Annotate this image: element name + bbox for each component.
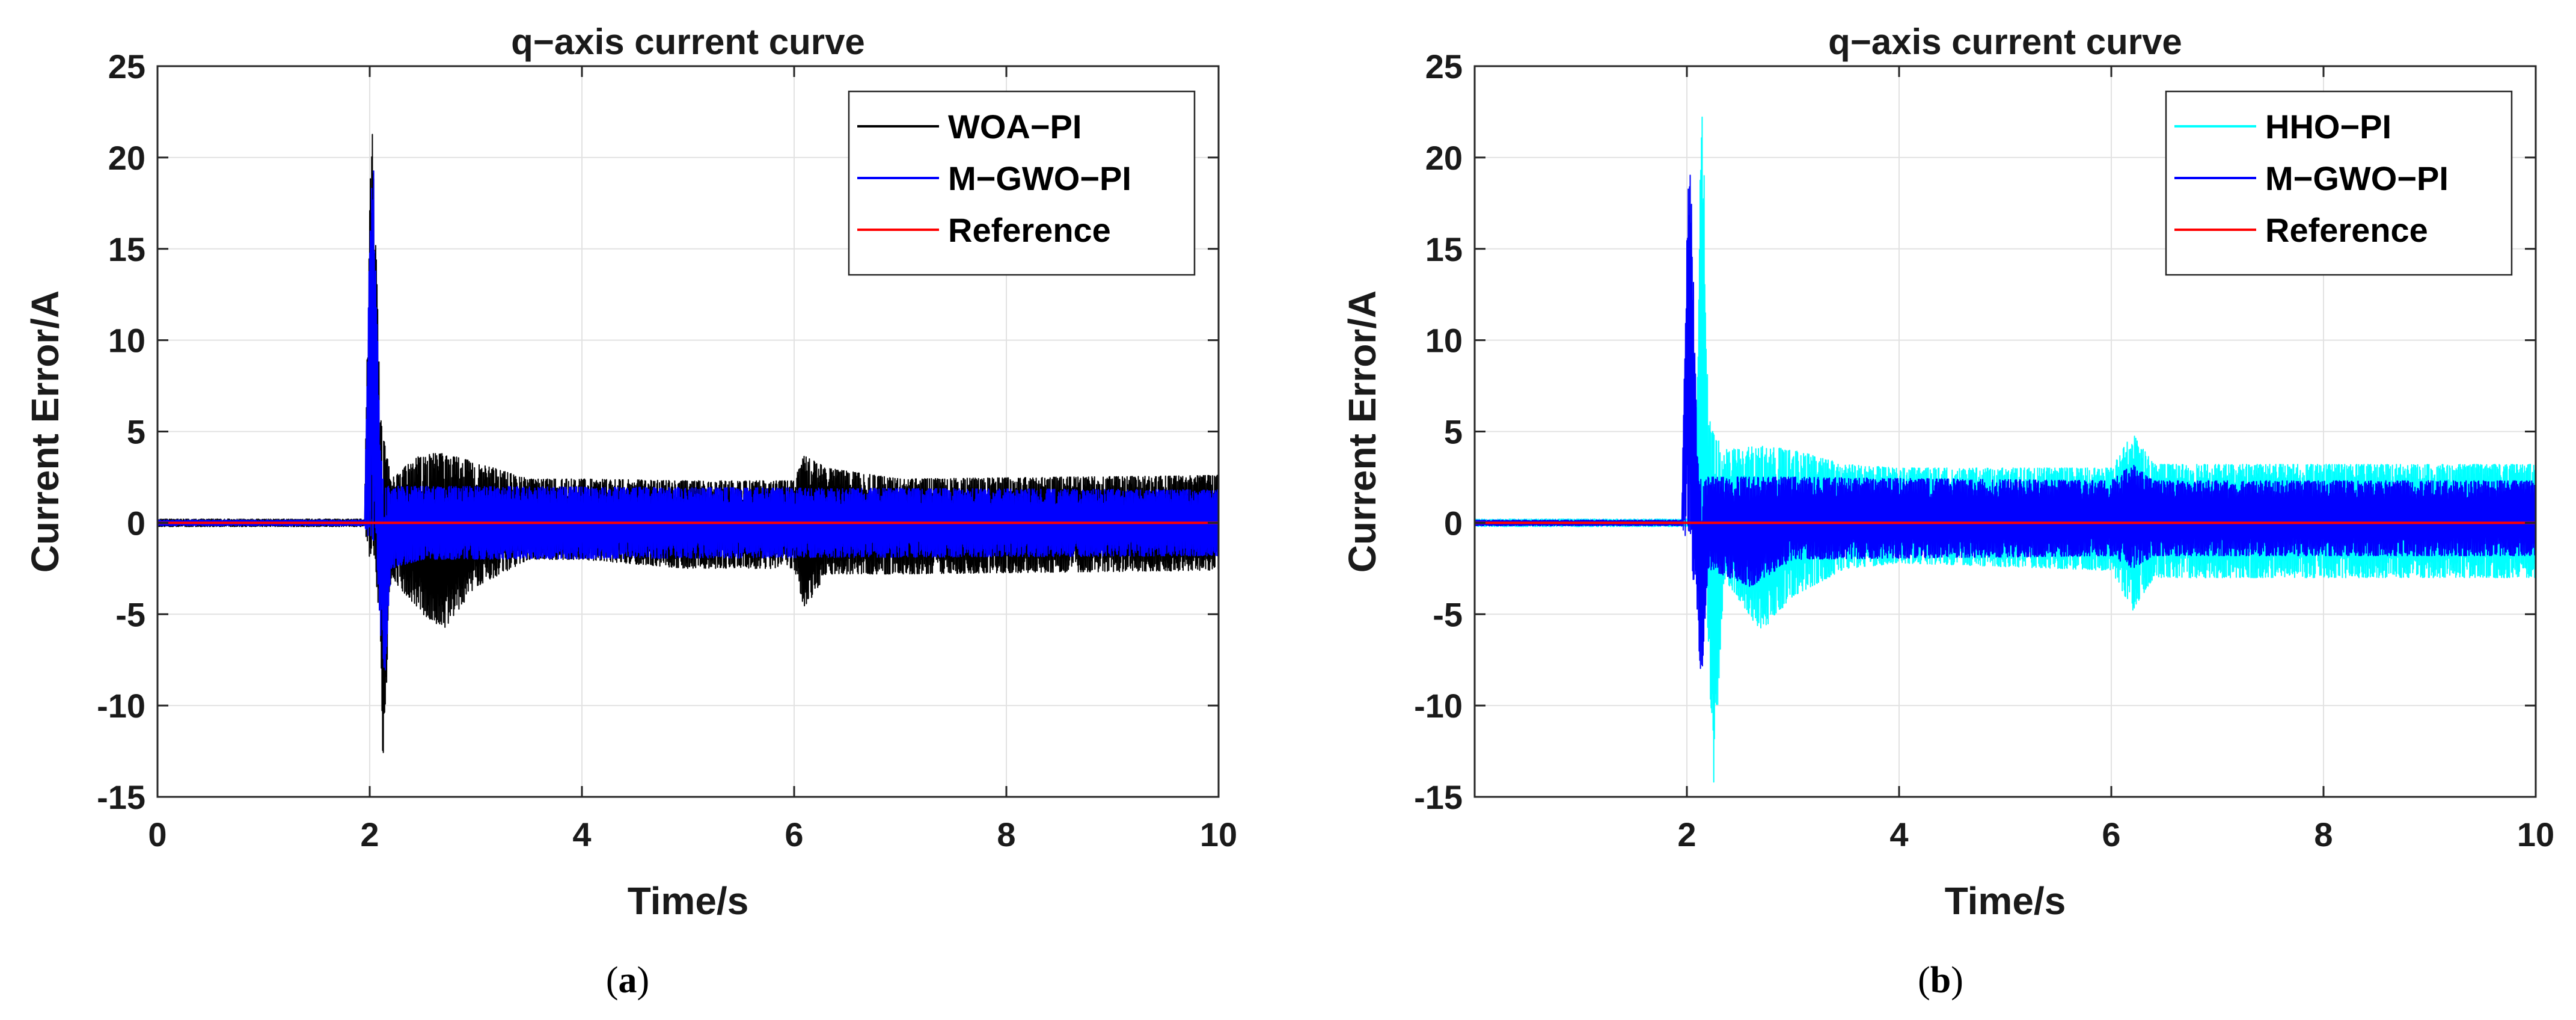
chart-a-ylabel: Current Error/A xyxy=(23,290,67,573)
chart-a-legend-box xyxy=(848,90,1196,276)
chart-a-ytick-label: 20 xyxy=(108,139,145,177)
chart-b-title: q−axis current curve xyxy=(1828,22,2182,62)
chart-b-ylabel: Current Error/A xyxy=(1341,290,1384,573)
chart-a-ytick-label: -15 xyxy=(97,778,145,816)
chart-a-series-group xyxy=(158,134,1219,754)
chart-a-xtick-label: 10 xyxy=(1200,816,1237,853)
chart-a-ytick-label: -5 xyxy=(115,595,145,633)
chart-b-legend-label: Reference xyxy=(2265,211,2428,249)
panel-a: 0 2 4 6 8 10 -15 -10 -5 0 5 10 15 20 25 q−axis current … xyxy=(23,22,1237,1001)
chart-a-xlabel: Time/s xyxy=(628,879,749,923)
chart-a-legend-label: M−GWO−PI xyxy=(948,159,1131,197)
caption-b: (b) xyxy=(1918,960,1963,1001)
chart-a-title: q−axis current curve xyxy=(511,22,865,62)
chart-b-xtick-label: 10 xyxy=(2517,816,2554,853)
chart-b-xtick-label: 8 xyxy=(2314,816,2333,853)
chart-a-legend: WOA−PI M−GWO−PI Reference xyxy=(848,90,1196,276)
chart-a-ytick-label: -10 xyxy=(97,687,145,725)
chart-a-svg: 0 2 4 6 8 10 -15 -10 -5 0 5 10 15 20 25 q−axis current … xyxy=(23,22,1237,923)
chart-b-legend-box xyxy=(2165,90,2513,276)
chart-b-ytick-label: 25 xyxy=(1425,48,1463,85)
chart-a-xtick-label: 0 xyxy=(148,816,167,853)
chart-b-series-group xyxy=(1475,116,2536,783)
chart-a-xtick-label: 2 xyxy=(360,816,379,853)
chart-b-ytick-label: 5 xyxy=(1444,413,1463,451)
chart-b-svg: 2 4 6 8 10 -15 -10 -5 0 5 10 15 20 25 q−axis current c… xyxy=(1341,22,2554,923)
caption-a: (a) xyxy=(605,960,650,1001)
chart-b-series-m-gwo-pi xyxy=(1475,174,2536,669)
chart-b-legend-label: M−GWO−PI xyxy=(2265,159,2449,197)
chart-a-legend-label: WOA−PI xyxy=(948,108,1081,146)
chart-b-xtick-label: 4 xyxy=(1889,816,1908,853)
chart-b-ytick-label: -15 xyxy=(1414,778,1463,816)
chart-a-ytick-label: 5 xyxy=(127,413,145,451)
chart-a-ytick-label: 25 xyxy=(108,48,145,85)
chart-a-ytick-label: 0 xyxy=(127,504,145,542)
chart-a-xtick-label: 6 xyxy=(785,816,803,853)
chart-a-xtick-label: 4 xyxy=(572,816,591,853)
chart-a-xtick-label: 8 xyxy=(997,816,1015,853)
chart-b-ytick-label: 10 xyxy=(1425,322,1463,360)
chart-a-ytick-label: 15 xyxy=(108,230,145,268)
chart-b-ytick-label: -5 xyxy=(1433,595,1463,633)
chart-b-xlabel: Time/s xyxy=(1945,879,2066,923)
chart-a-ytick-label: 10 xyxy=(108,322,145,360)
chart-b-ytick-label: -10 xyxy=(1414,687,1463,725)
chart-b-legend: HHO−PI M−GWO−PI Reference xyxy=(2165,90,2513,276)
chart-b-xtick-label: 6 xyxy=(2102,816,2120,853)
chart-b-ytick-label: 20 xyxy=(1425,139,1463,177)
chart-b-legend-label: HHO−PI xyxy=(2265,108,2391,146)
chart-b-ytick-label: 0 xyxy=(1444,504,1463,542)
chart-a-legend-label: Reference xyxy=(948,211,1111,249)
chart-b-xtick-label: 2 xyxy=(1677,816,1696,853)
chart-b-ytick-label: 15 xyxy=(1425,230,1463,268)
panel-b: 2 4 6 8 10 -15 -10 -5 0 5 10 15 20 25 q−axis current c… xyxy=(1288,0,2576,1020)
